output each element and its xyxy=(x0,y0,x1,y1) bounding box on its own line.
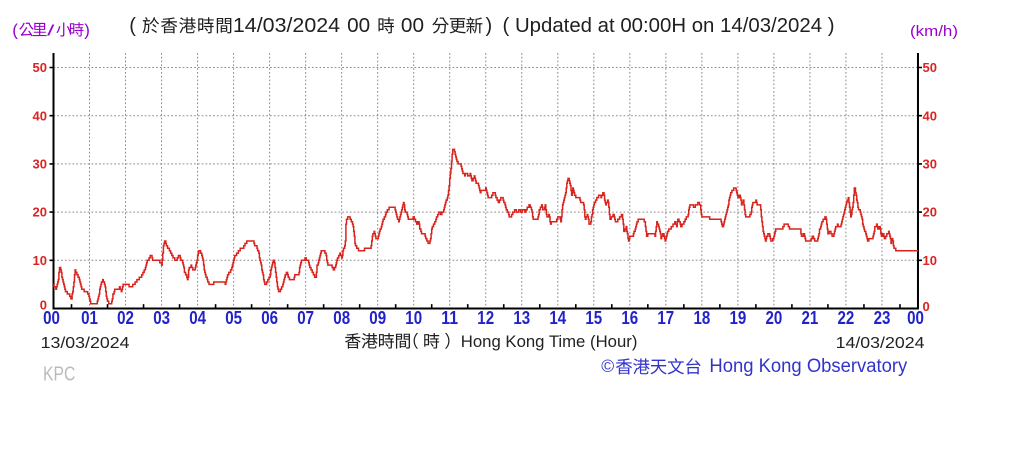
svg-text:07: 07 xyxy=(297,308,314,328)
svg-text:/: / xyxy=(47,23,56,39)
svg-text:20: 20 xyxy=(33,205,47,220)
svg-text:40: 40 xyxy=(923,108,937,123)
svg-text:(km/h): (km/h) xyxy=(910,24,958,40)
svg-text:03: 03 xyxy=(153,308,170,328)
svg-text:Hong Kong Time (Hour): Hong Kong Time (Hour) xyxy=(461,332,638,351)
svg-text:13: 13 xyxy=(513,308,530,328)
svg-text:): ) xyxy=(84,21,90,40)
svg-text:): ) xyxy=(486,15,493,37)
svg-text:21: 21 xyxy=(802,308,819,328)
svg-text:00: 00 xyxy=(401,15,424,37)
svg-text:20: 20 xyxy=(766,308,783,328)
svg-text:11: 11 xyxy=(441,308,458,328)
svg-text:(: ( xyxy=(129,15,136,37)
svg-text:16: 16 xyxy=(621,308,638,328)
svg-text:10: 10 xyxy=(405,308,422,328)
svg-text:00: 00 xyxy=(907,308,924,328)
svg-text:00: 00 xyxy=(347,15,370,37)
svg-text:30: 30 xyxy=(923,157,937,172)
svg-text:14: 14 xyxy=(549,308,566,328)
svg-text:(: ( xyxy=(12,21,18,40)
svg-text:19: 19 xyxy=(730,308,747,328)
svg-text:Hong Kong Observatory: Hong Kong Observatory xyxy=(709,356,907,377)
svg-text:30: 30 xyxy=(33,157,47,172)
svg-text:09: 09 xyxy=(369,308,386,328)
svg-text:14/03/2024: 14/03/2024 xyxy=(233,15,340,37)
svg-text:20: 20 xyxy=(923,205,937,220)
svg-text:04: 04 xyxy=(189,308,206,328)
svg-text:05: 05 xyxy=(225,308,242,328)
svg-text:08: 08 xyxy=(333,308,350,328)
svg-text:40: 40 xyxy=(33,108,47,123)
svg-text:15: 15 xyxy=(585,308,602,328)
svg-text:02: 02 xyxy=(117,308,134,328)
svg-text:06: 06 xyxy=(261,308,278,328)
svg-text:10: 10 xyxy=(33,253,47,268)
svg-text:( Updated at 00:00H on 14/03/2: ( Updated at 00:00H on 14/03/2024 ) xyxy=(503,15,835,37)
svg-text:KPC: KPC xyxy=(43,363,75,385)
svg-text:©: © xyxy=(601,356,614,376)
svg-text:12: 12 xyxy=(477,308,494,328)
svg-text:01: 01 xyxy=(81,308,98,328)
svg-text:14/03/2024: 14/03/2024 xyxy=(836,335,925,352)
svg-text:0: 0 xyxy=(923,299,930,314)
svg-text:0: 0 xyxy=(40,298,47,313)
svg-text:00: 00 xyxy=(43,308,60,328)
svg-text:13/03/2024: 13/03/2024 xyxy=(41,335,130,352)
svg-text:50: 50 xyxy=(33,60,47,75)
svg-text:22: 22 xyxy=(838,308,855,328)
svg-text:50: 50 xyxy=(923,60,937,75)
svg-text:17: 17 xyxy=(657,308,674,328)
svg-text:23: 23 xyxy=(874,308,891,328)
svg-text:10: 10 xyxy=(923,253,937,268)
svg-text:18: 18 xyxy=(694,308,711,328)
